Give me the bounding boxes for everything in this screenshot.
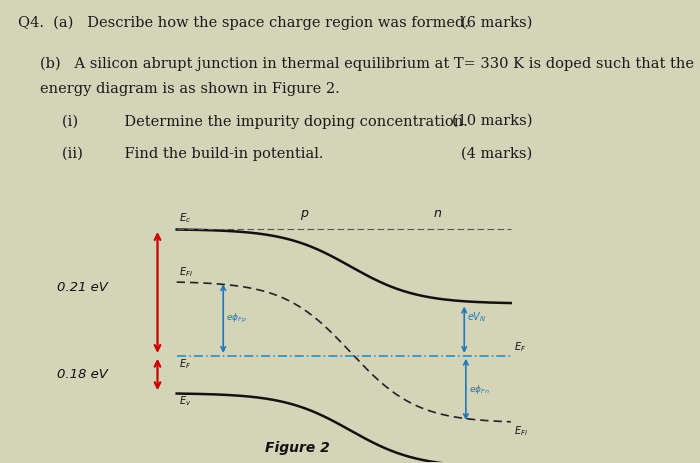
Text: $E_{Fi}$: $E_{Fi}$ xyxy=(514,424,528,438)
Text: energy diagram is as shown in Figure 2.: energy diagram is as shown in Figure 2. xyxy=(40,82,339,96)
Text: $E_F$: $E_F$ xyxy=(514,341,526,355)
Text: (b)   A silicon abrupt junction in thermal equilibrium at T= 330 K is doped such: (b) A silicon abrupt junction in thermal… xyxy=(40,56,694,71)
Text: (ii)         Find the build-in potential.: (ii) Find the build-in potential. xyxy=(62,146,323,161)
Text: $E_F$: $E_F$ xyxy=(179,357,192,370)
Text: $e\phi_{Fn}$: $e\phi_{Fn}$ xyxy=(468,383,489,396)
Text: (i)          Determine the impurity doping concentration.: (i) Determine the impurity doping concen… xyxy=(62,114,468,129)
Text: $E_{Fi}$: $E_{Fi}$ xyxy=(179,265,193,279)
Text: $E_c$: $E_c$ xyxy=(179,212,192,225)
Text: 0.21 eV: 0.21 eV xyxy=(57,281,108,294)
Text: Figure 2: Figure 2 xyxy=(265,441,330,455)
Text: (6 marks): (6 marks) xyxy=(461,15,533,29)
Text: (10 marks): (10 marks) xyxy=(452,114,533,128)
Text: n: n xyxy=(433,207,441,220)
Text: 0.18 eV: 0.18 eV xyxy=(57,368,108,381)
Text: Q4.  (a)   Describe how the space charge region was formed.: Q4. (a) Describe how the space charge re… xyxy=(18,15,469,30)
Text: (4 marks): (4 marks) xyxy=(461,146,533,160)
Text: $E_v$: $E_v$ xyxy=(179,394,192,408)
Text: $e\phi_{Fp}$: $e\phi_{Fp}$ xyxy=(226,312,247,325)
Text: $eV_N$: $eV_N$ xyxy=(467,310,486,324)
Text: p: p xyxy=(300,207,307,220)
